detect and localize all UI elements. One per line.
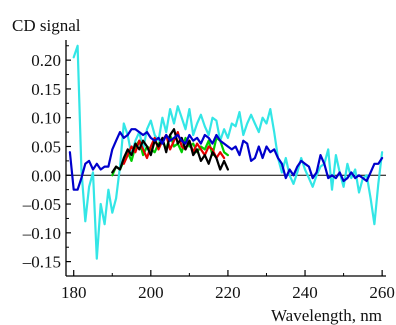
series-line-5 <box>68 128 384 191</box>
x-tick-label: 260 <box>369 283 395 302</box>
series-line-4 <box>111 128 229 174</box>
y-tick-label: 0.00 <box>31 166 61 185</box>
y-tick-label: –0.10 <box>22 224 61 243</box>
x-axis-title: Wavelength, nm <box>271 306 382 325</box>
y-tick-label: 0.05 <box>31 137 61 156</box>
y-tick-label: 0.20 <box>31 51 61 70</box>
x-tick-label: 240 <box>292 283 318 302</box>
x-tick-label: 220 <box>215 283 241 302</box>
y-tick-label: –0.05 <box>22 195 61 214</box>
y-tick-label: –0.15 <box>22 253 61 272</box>
y-tick-label: 0.10 <box>31 109 61 128</box>
x-tick-label: 180 <box>61 283 87 302</box>
plot-series <box>68 44 384 260</box>
series-line-3 <box>122 131 226 165</box>
y-tick-label: 0.15 <box>31 80 61 99</box>
y-axis-title: CD signal <box>12 16 81 35</box>
x-tick-label: 200 <box>138 283 164 302</box>
series-line-1 <box>72 44 384 260</box>
